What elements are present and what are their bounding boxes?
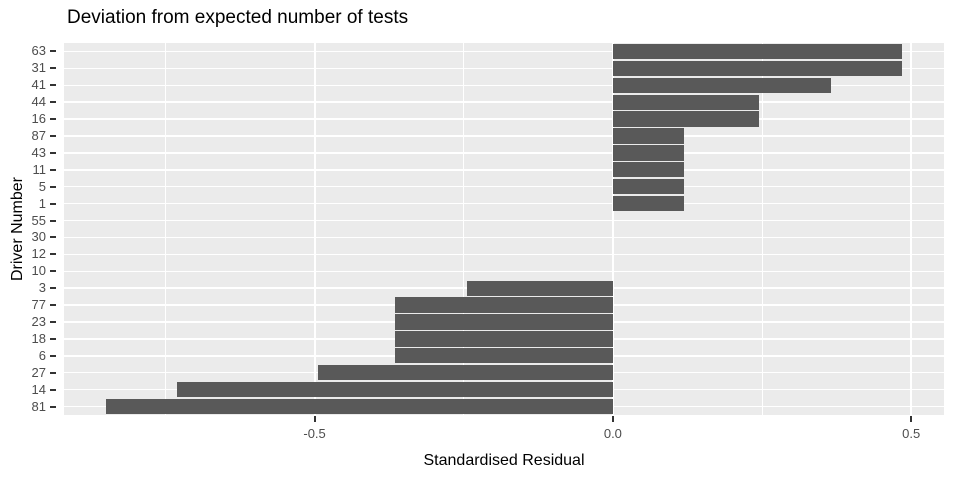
gridline-major-h <box>64 135 944 137</box>
y-tick-label: 87 <box>31 128 46 143</box>
bar-driver-43 <box>612 145 685 161</box>
x-tick-mark <box>611 416 614 422</box>
bar-driver-1 <box>612 196 685 212</box>
y-tick-label: 31 <box>31 60 46 76</box>
x-axis-title: Standardised Residual <box>423 452 585 469</box>
y-tick-mark <box>50 84 56 87</box>
y-tick-mark <box>50 118 56 121</box>
bar-driver-16 <box>612 111 760 127</box>
y-tick-label: 10 <box>31 263 46 279</box>
y-tick-label: 23 <box>31 314 46 329</box>
gridline-major-v <box>910 43 913 415</box>
y-tick-mark <box>50 202 56 205</box>
y-tick-mark <box>50 236 56 239</box>
gridline-major-h <box>64 270 944 273</box>
gridline-minor-v <box>164 43 166 415</box>
y-tick-mark <box>50 151 56 154</box>
y-tick-label: 16 <box>31 111 46 127</box>
y-tick-label: 5 <box>38 178 46 194</box>
y-tick-mark <box>50 371 56 374</box>
x-tick-label: -0.5 <box>303 426 326 441</box>
bar-driver-81 <box>105 398 613 415</box>
y-tick-label: 6 <box>38 347 46 363</box>
y-tick-mark <box>50 168 56 171</box>
y-tick-mark <box>50 270 56 273</box>
y-tick-mark <box>50 253 56 256</box>
y-tick-label: 77 <box>31 297 46 313</box>
y-tick-label: 55 <box>31 212 46 228</box>
bar-driver-77 <box>395 297 613 313</box>
y-tick-mark <box>50 67 56 70</box>
gridline-major-h <box>64 84 944 87</box>
bar-driver-31 <box>612 60 903 76</box>
bar-driver-3 <box>466 280 613 296</box>
y-tick-label: 14 <box>31 381 46 397</box>
y-tick-mark <box>50 304 56 307</box>
y-tick-mark <box>50 287 56 290</box>
y-tick-label: 41 <box>31 77 46 93</box>
x-tick-mark <box>910 416 913 422</box>
y-tick-label: 12 <box>31 246 46 262</box>
bar-driver-41 <box>612 77 831 93</box>
bar-driver-18 <box>395 331 613 347</box>
gridline-major-h <box>64 118 944 120</box>
bar-driver-14 <box>177 382 613 398</box>
plot-panel <box>64 43 944 415</box>
gridline-minor-v <box>463 43 465 415</box>
y-tick-label: 81 <box>31 398 46 414</box>
gridline-major-h <box>64 219 944 222</box>
y-tick-label: 11 <box>32 161 47 177</box>
y-tick-mark <box>50 185 56 188</box>
gridline-major-h <box>64 202 944 205</box>
bar-driver-11 <box>612 162 685 178</box>
gridline-major-h <box>64 236 944 239</box>
gridline-major-v <box>313 43 316 415</box>
x-tick-mark <box>313 416 316 422</box>
bar-driver-87 <box>612 128 685 144</box>
y-tick-mark <box>50 101 56 104</box>
x-tick-label: 0.5 <box>902 426 921 441</box>
y-tick-mark <box>50 321 56 323</box>
bar-driver-6 <box>395 348 613 364</box>
y-tick-mark <box>50 135 56 137</box>
gridline-major-h <box>64 169 944 171</box>
y-tick-label: 30 <box>31 229 46 245</box>
x-tick-label: 0.0 <box>603 426 622 441</box>
y-tick-label: 1 <box>38 195 46 211</box>
bar-driver-63 <box>612 43 903 60</box>
y-tick-label: 3 <box>38 280 46 296</box>
y-tick-mark <box>50 337 56 340</box>
bar-driver-5 <box>612 179 685 195</box>
y-tick-mark <box>50 388 56 391</box>
gridline-major-h <box>64 152 944 154</box>
y-tick-label: 43 <box>31 144 46 160</box>
bar-driver-23 <box>395 314 613 330</box>
gridline-major-h <box>64 50 944 53</box>
gridline-major-h <box>64 185 944 188</box>
y-tick-mark <box>50 405 56 408</box>
bar-driver-27 <box>317 365 613 381</box>
y-tick-label: 44 <box>31 94 46 110</box>
chart-title: Deviation from expected number of tests <box>67 7 409 28</box>
gridline-major-v <box>611 43 614 415</box>
y-tick-label: 18 <box>31 330 46 346</box>
y-tick-label: 27 <box>31 364 46 380</box>
y-tick-label: 63 <box>31 43 46 59</box>
y-tick-mark <box>50 219 56 222</box>
y-tick-mark <box>50 50 56 53</box>
y-tick-mark <box>50 354 56 357</box>
gridline-minor-v <box>761 43 763 415</box>
bar-driver-44 <box>612 94 760 110</box>
gridline-major-h <box>64 101 944 103</box>
gridline-major-h <box>64 67 944 70</box>
gridline-major-h <box>64 253 944 256</box>
